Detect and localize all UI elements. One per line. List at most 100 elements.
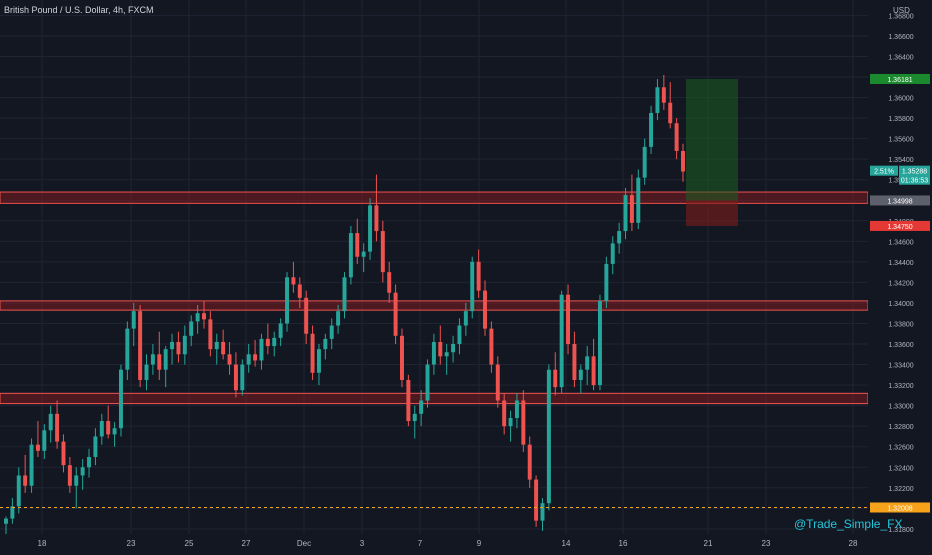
- candle-body: [131, 311, 136, 329]
- price-tick-label: 1.33800: [888, 321, 913, 328]
- candle-body: [368, 205, 373, 252]
- candle-body: [438, 341, 443, 357]
- candle-body: [10, 506, 15, 519]
- candle-body: [195, 313, 200, 322]
- candle-body: [227, 354, 232, 365]
- price-tick-label: 1.35800: [888, 116, 913, 123]
- candle-body: [310, 333, 315, 373]
- price-tick-label: 1.36400: [888, 54, 913, 61]
- price-tick-label: 1.36600: [888, 34, 913, 41]
- candle-body: [144, 364, 149, 380]
- candle-body: [189, 321, 194, 336]
- candle-body: [642, 146, 647, 178]
- candle-body: [157, 354, 162, 370]
- candle-body: [61, 441, 66, 466]
- candle-body: [495, 364, 500, 401]
- price-tick-label: 1.34400: [888, 260, 913, 267]
- candle-body: [540, 503, 545, 521]
- price-tick-label: 1.32200: [888, 486, 913, 493]
- candle-body: [521, 400, 526, 445]
- candle-body: [451, 344, 456, 353]
- candle-body: [329, 325, 334, 339]
- price-tick-label: 1.35600: [888, 137, 913, 144]
- price-axis[interactable]: 1.368001.366001.364001.362001.360001.358…: [870, 13, 930, 534]
- candle-body: [253, 354, 258, 361]
- candle-body: [67, 465, 72, 486]
- candle-body: [99, 421, 104, 437]
- candle-body: [272, 337, 277, 347]
- candle-body: [591, 356, 596, 386]
- price-tick-label: 1.32800: [888, 424, 913, 431]
- candle-body: [546, 369, 551, 504]
- watermark: @Trade_Simple_FX: [794, 517, 902, 531]
- stop-loss-zone[interactable]: [686, 200, 738, 226]
- candle-body: [29, 444, 34, 486]
- price-tick-label: 1.35400: [888, 157, 913, 164]
- price-marker: [870, 73, 930, 84]
- candle-body: [361, 251, 366, 257]
- price-marker-label: 2.51%: [874, 169, 894, 176]
- candle-body: [393, 292, 398, 336]
- price-tick-label: 1.33400: [888, 363, 913, 370]
- candles: [4, 74, 685, 538]
- time-tick-label: 27: [242, 539, 251, 548]
- price-tick-label: 1.32600: [888, 445, 913, 452]
- currency-label: USD: [893, 6, 910, 15]
- target-profit-zone[interactable]: [686, 78, 738, 201]
- candle-body: [380, 231, 385, 273]
- candle-body: [431, 341, 436, 365]
- grid: [0, 0, 868, 534]
- price-axis-background[interactable]: [868, 0, 932, 534]
- price-marker-label: 1.34998: [887, 198, 912, 205]
- candle-body: [23, 475, 28, 486]
- time-tick-label: 25: [185, 539, 194, 548]
- candle-body: [649, 112, 654, 147]
- price-marker: [870, 502, 930, 513]
- candle-body: [674, 123, 679, 151]
- candle-body: [304, 297, 309, 334]
- candle-body: [182, 335, 187, 355]
- candle-body: [285, 277, 289, 324]
- candle-body: [527, 444, 532, 480]
- candle-body: [636, 177, 641, 223]
- time-axis-background[interactable]: [0, 534, 932, 550]
- price-marker: [870, 195, 930, 206]
- candle-body: [566, 294, 571, 345]
- price-tick-label: 1.34600: [888, 239, 913, 246]
- candle-body: [278, 323, 283, 338]
- time-tick-label: 23: [762, 539, 771, 548]
- price-tick-label: 1.32400: [888, 465, 913, 472]
- candle-body: [246, 354, 251, 365]
- candle-body: [355, 233, 360, 257]
- price-tick-label: 1.34000: [888, 301, 913, 308]
- candle-body: [604, 263, 609, 301]
- candle-body: [106, 421, 111, 435]
- candle-body: [265, 338, 270, 347]
- time-tick-label: 7: [418, 539, 423, 548]
- price-tick-label: 1.36000: [888, 96, 913, 103]
- resistance-zone[interactable]: [0, 392, 869, 405]
- candle-body: [214, 341, 219, 350]
- time-tick-label: 28: [849, 539, 858, 548]
- candle-body: [406, 379, 411, 422]
- time-axis[interactable]: 18 23 25 27 Dec 3 7 9 14 16 21 23 28: [38, 539, 858, 548]
- candle-body: [489, 328, 494, 365]
- candle-body: [202, 313, 206, 320]
- candle-body: [463, 311, 468, 326]
- candle-body: [259, 338, 264, 361]
- candle-body: [170, 341, 175, 350]
- candle-body: [668, 102, 673, 124]
- price-marker-label: 01:36:53: [901, 178, 928, 185]
- candle-body: [655, 87, 660, 113]
- candle-body: [4, 518, 8, 524]
- candle-body: [559, 294, 564, 388]
- candle-body: [240, 364, 245, 391]
- candle-body: [336, 311, 341, 326]
- price-tick-label: 1.34200: [888, 280, 913, 287]
- candle-body: [617, 231, 622, 244]
- candle-body: [476, 261, 481, 291]
- long-position-tool[interactable]: [686, 78, 738, 226]
- resistance-zone[interactable]: [0, 300, 869, 311]
